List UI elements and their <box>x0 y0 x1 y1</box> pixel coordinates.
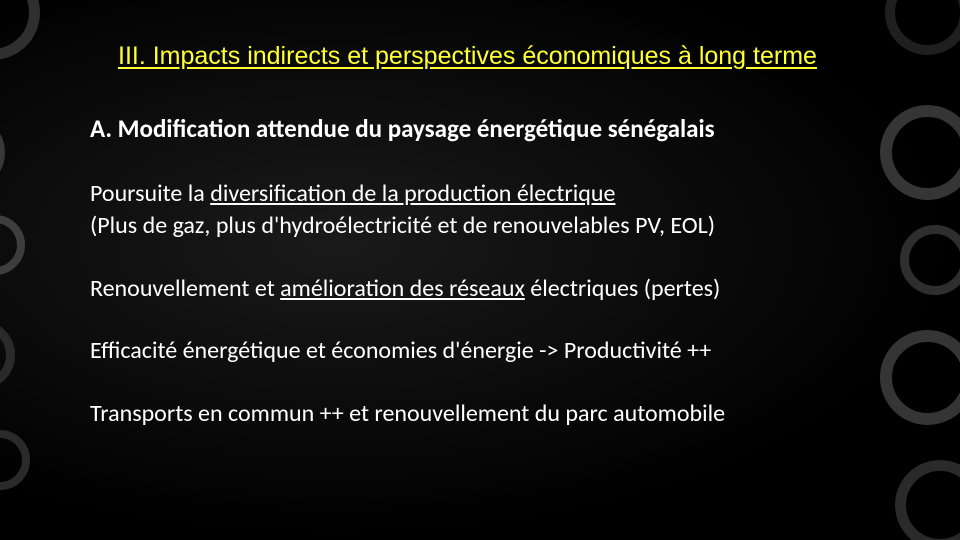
p1-tail: (Plus de gaz, plus d'hydroélectricité et… <box>90 211 715 240</box>
p2-lead: Renouvellement et <box>90 274 280 303</box>
slide-title: III. Impacts indirects et perspectives é… <box>90 42 890 71</box>
decor-circle <box>885 0 960 55</box>
decor-circle <box>900 225 960 295</box>
decor-circle <box>0 430 30 490</box>
paragraph-2: Renouvellement et amélioration des résea… <box>90 273 890 305</box>
slide-subtitle: A. Modification attendue du paysage éner… <box>90 113 890 144</box>
p2-underline: amélioration des réseaux <box>280 274 525 303</box>
decor-circle <box>0 215 25 275</box>
slide-content: III. Impacts indirects et perspectives é… <box>90 42 890 460</box>
paragraph-3: Efficacité énergétique et économies d'én… <box>90 335 890 367</box>
paragraph-1: Poursuite la diversification de la produ… <box>90 178 890 243</box>
paragraph-4: Transports en commun ++ et renouvellemen… <box>90 398 890 430</box>
p1-lead: Poursuite la <box>90 179 210 208</box>
p2-tail: électriques (pertes) <box>525 274 720 303</box>
decor-circle <box>0 320 15 390</box>
decor-circle <box>0 115 5 190</box>
decor-circle <box>0 0 40 60</box>
p1-underline: diversification de la production électri… <box>210 179 615 208</box>
decor-circle <box>880 105 960 200</box>
decor-circle <box>880 330 960 425</box>
decor-circle <box>895 460 960 540</box>
